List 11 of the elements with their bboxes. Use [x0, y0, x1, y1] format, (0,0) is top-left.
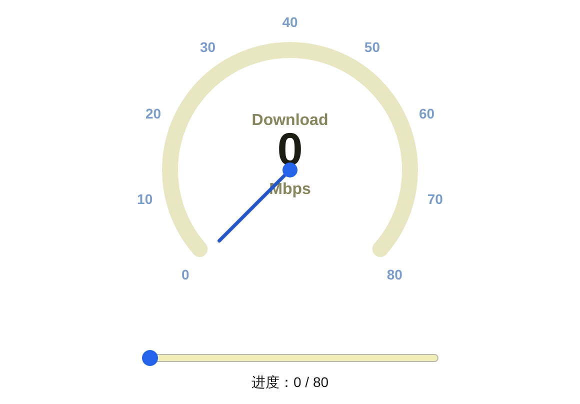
text: 20	[145, 105, 162, 122]
text: Download	[252, 112, 328, 129]
text: 40	[282, 14, 298, 30]
text: 0	[181, 266, 190, 283]
text: 70	[427, 190, 444, 207]
text: 进度：0 / 80	[251, 374, 329, 390]
text: 10	[137, 190, 153, 207]
text: 80	[386, 266, 403, 283]
text: 60	[418, 105, 435, 122]
text: 30	[200, 38, 216, 55]
text: 50	[364, 38, 380, 55]
